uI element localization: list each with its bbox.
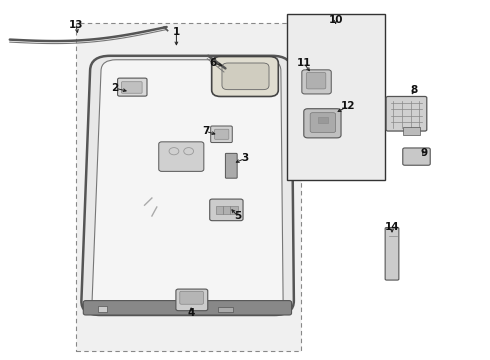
FancyBboxPatch shape: [83, 301, 292, 315]
Bar: [318, 117, 328, 123]
Text: 3: 3: [242, 153, 248, 163]
Text: 12: 12: [341, 101, 355, 111]
Text: 2: 2: [112, 83, 119, 93]
FancyBboxPatch shape: [302, 70, 331, 94]
FancyBboxPatch shape: [403, 148, 430, 165]
FancyBboxPatch shape: [386, 96, 427, 131]
FancyBboxPatch shape: [215, 129, 229, 139]
Text: 4: 4: [187, 308, 195, 318]
Text: 14: 14: [385, 222, 399, 232]
FancyBboxPatch shape: [212, 57, 278, 96]
FancyBboxPatch shape: [385, 228, 399, 280]
FancyBboxPatch shape: [118, 78, 147, 96]
Bar: [403, 127, 420, 135]
Bar: [98, 306, 107, 312]
Text: 9: 9: [420, 148, 427, 158]
Text: 1: 1: [173, 27, 180, 37]
FancyBboxPatch shape: [210, 199, 243, 221]
FancyBboxPatch shape: [222, 63, 269, 90]
Text: 8: 8: [411, 85, 417, 95]
FancyBboxPatch shape: [306, 72, 326, 89]
Bar: [218, 307, 233, 312]
FancyBboxPatch shape: [304, 109, 341, 138]
FancyBboxPatch shape: [310, 113, 336, 132]
Text: 5: 5: [234, 211, 241, 221]
FancyBboxPatch shape: [211, 126, 232, 143]
Bar: [287, 14, 385, 180]
FancyBboxPatch shape: [176, 289, 208, 311]
Bar: [230, 206, 238, 214]
FancyBboxPatch shape: [122, 82, 142, 93]
FancyBboxPatch shape: [180, 291, 203, 304]
Text: 10: 10: [328, 15, 343, 25]
Text: 6: 6: [210, 58, 217, 68]
Bar: [76, 23, 301, 351]
Text: 11: 11: [296, 58, 311, 68]
FancyBboxPatch shape: [225, 153, 237, 178]
Bar: [216, 206, 223, 214]
Text: 7: 7: [202, 126, 210, 136]
FancyBboxPatch shape: [159, 142, 204, 171]
PathPatch shape: [81, 56, 294, 315]
Text: 13: 13: [69, 20, 83, 30]
Bar: [223, 206, 230, 214]
PathPatch shape: [92, 60, 283, 312]
